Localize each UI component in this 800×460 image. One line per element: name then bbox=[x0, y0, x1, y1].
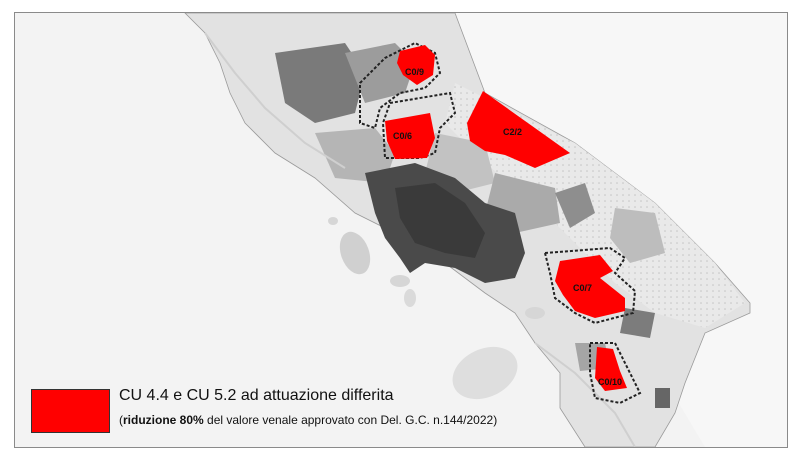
urban-block bbox=[655, 388, 670, 408]
island bbox=[404, 289, 416, 307]
legend-swatch bbox=[31, 389, 110, 433]
zone-C2-2[interactable] bbox=[467, 91, 570, 168]
zone-label: C0/9 bbox=[405, 67, 424, 77]
zone-label: C2/2 bbox=[503, 127, 522, 137]
map-frame: C0/9 C0/6 C2/2 C0/7 C0/10 CU 4.4 e CU 5.… bbox=[14, 12, 788, 448]
plan-boundary bbox=[381, 91, 457, 159]
zone-label: C0/10 bbox=[598, 377, 622, 387]
zone-C0-9[interactable] bbox=[397, 45, 435, 85]
plan-boundary bbox=[543, 246, 637, 325]
zone-label: C0/7 bbox=[573, 283, 592, 293]
legend-title: CU 4.4 e CU 5.2 ad attuazione differita bbox=[119, 387, 394, 404]
urban-block bbox=[345, 43, 415, 103]
island bbox=[525, 307, 545, 319]
zone-label: C0/6 bbox=[393, 131, 412, 141]
urban-block bbox=[620, 308, 655, 338]
island bbox=[328, 217, 338, 225]
legend-note-bold: riduzione 80% bbox=[123, 413, 204, 427]
legend-note-rest: del valore venale approvato con Del. G.C… bbox=[203, 413, 498, 427]
island bbox=[390, 275, 410, 287]
island bbox=[452, 346, 518, 400]
map-legend: CU 4.4 e CU 5.2 ad attuazione differita … bbox=[31, 387, 631, 443]
plan-boundary bbox=[589, 342, 642, 405]
urban-block bbox=[555, 183, 595, 228]
zoning-map: C0/9 C0/6 C2/2 C0/7 C0/10 bbox=[15, 13, 787, 447]
plan-boundary bbox=[359, 41, 442, 130]
zone-C0-10[interactable] bbox=[595, 347, 627, 391]
road bbox=[204, 32, 346, 169]
island bbox=[339, 231, 371, 275]
urban-block bbox=[275, 43, 365, 123]
road bbox=[534, 342, 636, 447]
legend-note-open: ( bbox=[119, 413, 123, 427]
zone-C0-6[interactable] bbox=[385, 113, 435, 159]
urban-block bbox=[315, 128, 395, 183]
legend-note: (riduzione 80% del valore venale approva… bbox=[119, 413, 497, 427]
zone-C0-7[interactable] bbox=[555, 255, 625, 318]
historic-centre-core bbox=[395, 183, 485, 258]
urban-block bbox=[610, 208, 665, 263]
